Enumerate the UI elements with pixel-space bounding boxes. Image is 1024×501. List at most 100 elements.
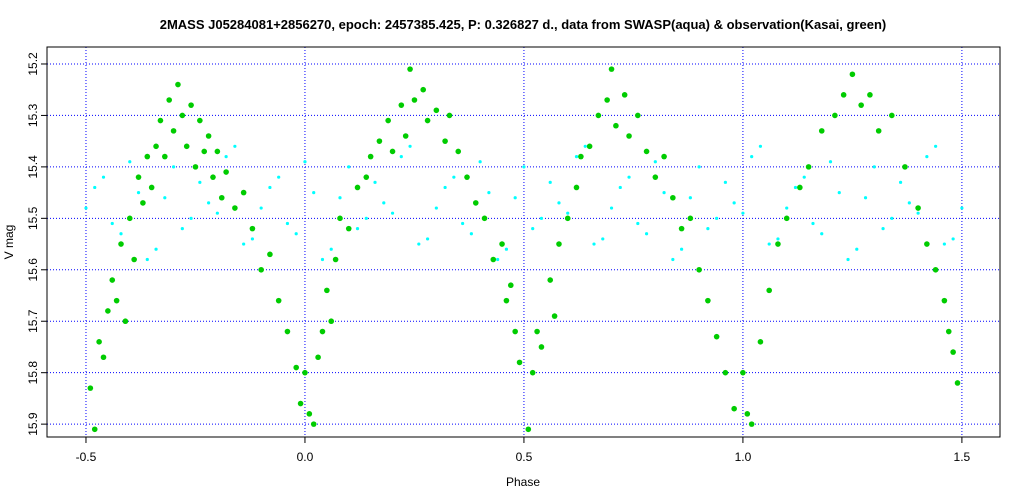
data-point [455,148,462,155]
data-point [705,297,711,304]
data-point [233,144,237,148]
data-point [218,194,225,201]
y-tick-label: 15.3 [26,103,40,127]
data-point [461,221,465,226]
data-point [564,215,571,222]
data-point [367,153,374,160]
data-point [385,117,391,124]
data-point [496,257,500,262]
data-point [105,308,111,314]
data-point [627,175,631,179]
data-point [306,411,313,417]
data-point [942,242,946,246]
data-point [855,247,859,251]
data-point [573,184,580,191]
data-point [609,206,614,210]
data-point [329,247,333,251]
data-point [135,174,142,180]
data-point [284,328,291,335]
data-point [766,287,772,294]
data-point [163,196,167,200]
data-point [525,426,532,433]
data-point [889,112,895,119]
data-point [189,216,193,220]
data-point [775,241,781,247]
data-point [678,225,685,232]
data-point [478,160,482,164]
data-point [469,232,473,236]
data-point [258,266,264,273]
data-point [531,227,535,231]
data-point [837,191,841,195]
plot-frame [46,46,1001,438]
data-point [557,201,561,205]
data-point [425,237,430,241]
data-point [951,237,955,241]
data-point [126,215,133,222]
data-point [945,328,952,335]
data-point [434,206,438,210]
y-tick-label: 15.5 [26,206,40,230]
data-point [324,287,330,294]
data-point [390,211,395,215]
y-tick-label: 15.4 [26,155,40,179]
data-point [556,241,562,247]
data-point [320,257,325,262]
data-point [417,242,421,246]
data-point [96,339,102,345]
data-point [443,185,447,190]
data-point [364,216,368,220]
data-point [846,257,850,262]
data-point [934,144,938,148]
data-point [328,318,335,325]
data-point [551,313,558,319]
data-point [767,242,771,246]
data-point [277,175,281,179]
data-point [446,112,453,119]
data-point [136,191,141,195]
data-point [578,153,584,160]
data-point [382,201,386,205]
data-point [240,189,247,196]
data-point [941,297,948,304]
data-point [916,211,920,215]
data-point [783,215,790,222]
data-point [643,148,650,155]
data-point [820,232,824,236]
data-point [297,400,304,407]
data-point [398,102,405,108]
data-point [153,143,159,150]
data-point [621,92,628,98]
data-point [818,128,825,134]
data-point [881,227,885,231]
data-point [697,165,701,169]
data-point [802,175,806,179]
data-point [507,282,514,289]
chart-title: 2MASS J05284081+2856270, epoch: 2457385.… [160,17,887,32]
data-point [503,297,510,304]
data-point [840,92,847,98]
data-point [583,144,587,148]
data-point [402,133,409,139]
data-point [303,160,307,164]
data-point [452,175,456,179]
data-point [715,216,719,220]
data-point [232,205,238,211]
data-point [442,138,448,144]
data-point [259,206,263,210]
data-point [907,201,911,205]
data-point [275,297,282,304]
data-point [670,194,676,201]
data-point [302,369,308,376]
data-point [662,191,666,195]
data-point [170,128,177,134]
data-point [148,184,155,191]
data-point [875,128,882,134]
data-point [128,160,132,164]
data-point [472,200,479,206]
data-point [601,237,605,241]
data-point [332,256,339,263]
data-point [713,333,720,340]
data-point [210,174,216,180]
data-point [750,154,754,159]
